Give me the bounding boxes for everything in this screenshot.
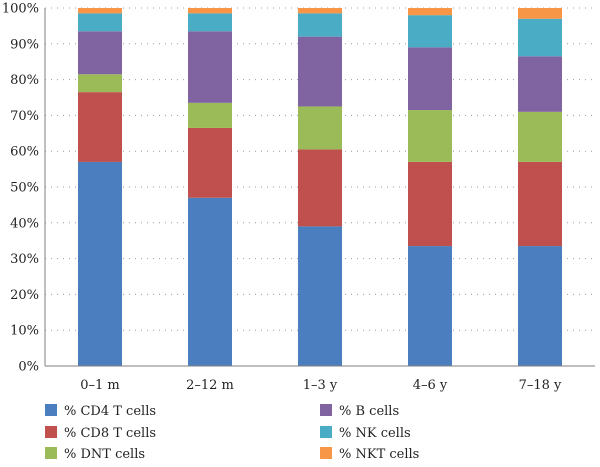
y-tick-label: 50% — [10, 181, 39, 196]
bar-segment — [408, 246, 452, 366]
y-tick-label: 0% — [18, 360, 39, 375]
bar-segment — [298, 8, 342, 14]
legend-swatch — [45, 426, 57, 438]
bars — [78, 8, 562, 366]
legend-swatch — [320, 404, 332, 416]
bar-segment — [78, 161, 122, 366]
bar-segment — [188, 8, 232, 14]
bar-segment — [188, 127, 232, 198]
bar-segment — [408, 15, 452, 48]
x-tick-label: 7–18 y — [519, 378, 562, 393]
axes — [44, 8, 595, 367]
x-tick-label: 1–3 y — [303, 378, 338, 393]
y-tick-label: 10% — [10, 324, 39, 339]
bar-segment — [298, 106, 342, 150]
y-tick-label: 40% — [10, 216, 39, 231]
legend-label: % NKT cells — [339, 447, 419, 462]
legend-swatch — [45, 447, 57, 459]
bar-segment — [298, 226, 342, 366]
bar-segment — [78, 31, 122, 75]
legend-label: % CD8 T cells — [64, 426, 156, 441]
bar-segment — [298, 36, 342, 107]
bar-segment — [408, 161, 452, 247]
legend: % CD4 T cells % CD8 T cells % DNT cells % B… — [45, 404, 419, 462]
bar-segment — [78, 8, 122, 14]
bar-segment — [188, 31, 232, 103]
bar-segment — [78, 74, 122, 93]
legend-swatch — [320, 426, 332, 438]
bar-segment — [518, 246, 562, 366]
y-tick-label: 20% — [10, 288, 39, 303]
bar-segment — [518, 56, 562, 112]
bar-segment — [408, 110, 452, 162]
legend-swatch — [320, 447, 332, 459]
bar-segment — [408, 8, 452, 16]
bar-segment — [188, 197, 232, 366]
y-tick-labels: 0% 10% 20% 30% 40% 50% 60% 70% 80% 90% 100% — [2, 2, 39, 375]
y-tick-label: 90% — [10, 37, 39, 52]
bar-segment — [518, 111, 562, 162]
bar-segment — [188, 102, 232, 128]
bar-segment — [518, 161, 562, 247]
y-tick-label: 60% — [10, 145, 39, 160]
bar-segment — [518, 18, 562, 57]
legend-label: % CD4 T cells — [64, 404, 156, 419]
bar-segment — [408, 47, 452, 111]
x-tick-labels: 0–1 m 2–12 m 1–3 y 4–6 y 7–18 y — [80, 378, 562, 393]
y-tick-label: 30% — [10, 252, 39, 267]
bar-segment — [188, 13, 232, 32]
bar-segment — [78, 92, 122, 162]
x-tick-label: 0–1 m — [80, 378, 120, 393]
legend-label: % DNT cells — [64, 447, 145, 462]
bar-segment — [518, 8, 562, 19]
bar-segment — [78, 13, 122, 32]
x-tick-label: 4–6 y — [413, 378, 448, 393]
legend-swatch — [45, 404, 57, 416]
legend-label: % NK cells — [339, 426, 411, 441]
legend-label: % B cells — [339, 404, 399, 419]
y-tick-label: 100% — [2, 2, 39, 17]
y-tick-label: 70% — [10, 109, 39, 124]
bar-segment — [298, 13, 342, 37]
x-tick-label: 2–12 m — [186, 378, 234, 393]
bar-segment — [298, 149, 342, 227]
y-tick-label: 80% — [10, 73, 39, 88]
